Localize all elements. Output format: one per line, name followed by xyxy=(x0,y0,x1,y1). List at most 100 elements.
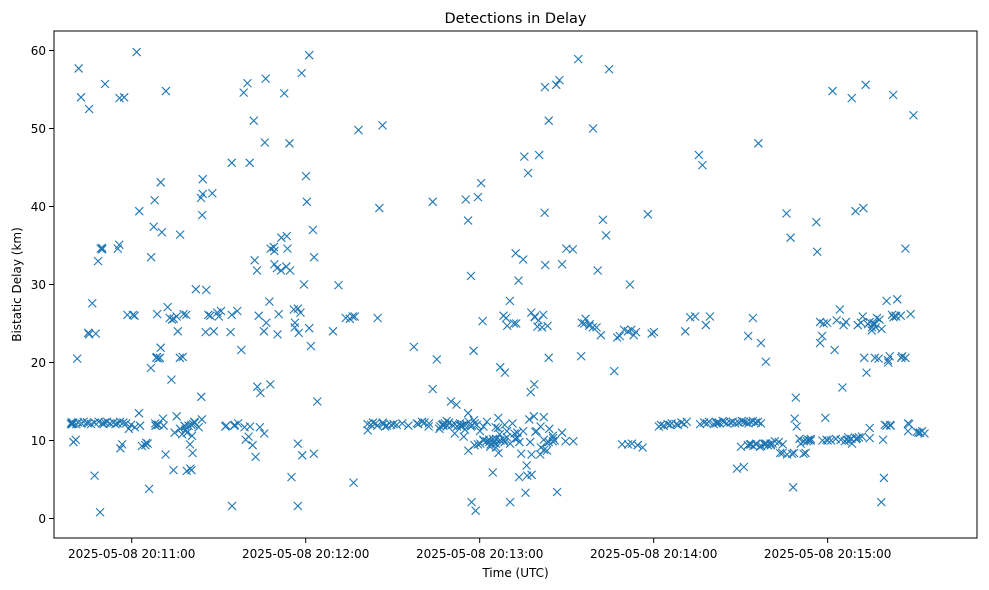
data-point-marker xyxy=(379,419,388,429)
data-point-marker xyxy=(177,429,187,439)
data-point-marker xyxy=(588,124,598,133)
data-point-marker xyxy=(775,448,785,458)
data-point-marker xyxy=(312,397,322,406)
data-point-marker xyxy=(900,244,910,254)
data-point-marker xyxy=(909,110,918,120)
data-point-marker xyxy=(471,506,481,516)
data-point-marker xyxy=(244,432,253,441)
data-point-marker xyxy=(874,354,884,363)
data-point-marker xyxy=(409,342,419,352)
x-axis: 2025-05-08 20:11:00 2025-05-08 20:12:00 20… xyxy=(68,538,891,561)
data-point-marker xyxy=(392,420,402,430)
data-point-marker xyxy=(787,449,797,459)
data-point-marker xyxy=(467,497,476,507)
data-point-marker xyxy=(592,323,601,332)
data-point-marker xyxy=(505,439,515,449)
data-point-marker xyxy=(185,440,195,449)
data-point-marker xyxy=(718,416,728,426)
data-point-marker xyxy=(782,209,791,218)
data-point-marker xyxy=(378,418,388,427)
data-point-marker xyxy=(529,379,539,389)
data-point-marker xyxy=(150,418,160,428)
data-point-marker xyxy=(539,445,549,455)
data-point-marker xyxy=(201,285,211,295)
data-point-marker xyxy=(149,222,159,232)
data-point-marker xyxy=(680,326,690,336)
data-point-marker xyxy=(514,276,523,285)
data-point-marker xyxy=(705,312,715,321)
data-point-marker xyxy=(791,393,801,402)
data-point-marker xyxy=(304,50,314,60)
data-point-marker xyxy=(84,328,93,338)
data-point-marker xyxy=(488,434,498,444)
data-point-marker xyxy=(494,448,503,458)
data-point-marker xyxy=(482,436,492,446)
data-point-marker xyxy=(493,423,503,433)
data-point-marker xyxy=(175,230,185,239)
data-point-marker xyxy=(857,432,867,441)
data-point-marker xyxy=(296,308,305,317)
data-point-marker xyxy=(869,319,878,328)
data-point-marker xyxy=(227,501,237,511)
data-point-marker xyxy=(623,440,633,449)
data-point-marker xyxy=(627,439,637,449)
data-point-marker xyxy=(220,422,230,431)
data-point-marker xyxy=(539,412,549,422)
data-point-marker xyxy=(896,311,906,321)
data-point-marker xyxy=(788,482,798,492)
data-point-marker xyxy=(525,437,535,447)
data-point-marker xyxy=(882,296,891,306)
data-point-marker xyxy=(178,352,188,362)
data-point-marker xyxy=(751,440,761,449)
data-point-marker xyxy=(251,452,260,462)
data-point-marker xyxy=(207,188,217,198)
data-point-marker xyxy=(862,368,871,378)
data-point-marker xyxy=(518,426,528,436)
data-point-marker xyxy=(272,263,282,273)
x-tick-label: 2025-05-08 20:12:00 xyxy=(242,547,369,561)
data-point-marker xyxy=(256,388,265,398)
data-point-marker xyxy=(790,414,799,424)
data-point-marker xyxy=(163,302,173,312)
data-point-marker xyxy=(255,422,265,432)
data-point-marker xyxy=(524,415,534,424)
x-axis-label: Time (UTC) xyxy=(481,566,548,580)
data-point-marker xyxy=(841,317,851,327)
data-point-marker xyxy=(259,326,269,336)
data-point-marker xyxy=(350,312,360,321)
data-point-marker xyxy=(265,297,274,307)
data-point-marker xyxy=(473,192,483,202)
data-point-marker xyxy=(424,422,434,431)
data-point-marker xyxy=(892,294,902,304)
data-point-marker xyxy=(161,450,171,459)
data-point-marker xyxy=(156,177,166,187)
data-point-marker xyxy=(548,436,558,446)
data-point-marker xyxy=(373,313,383,323)
data-point-marker xyxy=(301,171,311,181)
data-point-marker xyxy=(158,414,168,424)
data-point-marker xyxy=(509,319,519,328)
data-point-marker xyxy=(289,305,299,314)
data-point-marker xyxy=(434,424,444,434)
data-point-marker xyxy=(802,436,812,446)
data-point-marker xyxy=(403,421,413,431)
data-point-marker xyxy=(631,327,641,337)
data-point-marker xyxy=(704,417,714,427)
data-point-marker xyxy=(753,417,763,427)
data-point-marker xyxy=(588,323,598,332)
data-point-marker xyxy=(743,331,753,341)
data-point-marker xyxy=(233,418,243,428)
data-point-marker xyxy=(888,90,898,100)
data-point-marker xyxy=(516,449,526,459)
data-point-marker xyxy=(117,440,127,449)
data-point-marker xyxy=(730,418,740,428)
y-tick-label: 20 xyxy=(31,356,46,370)
data-point-marker xyxy=(529,411,539,421)
data-point-marker xyxy=(132,47,142,57)
data-point-marker xyxy=(872,313,882,323)
data-point-marker xyxy=(475,426,485,436)
data-point-marker xyxy=(214,312,224,321)
data-point-marker xyxy=(778,440,788,449)
y-tick-label: 40 xyxy=(31,200,46,214)
data-point-marker xyxy=(417,417,427,427)
